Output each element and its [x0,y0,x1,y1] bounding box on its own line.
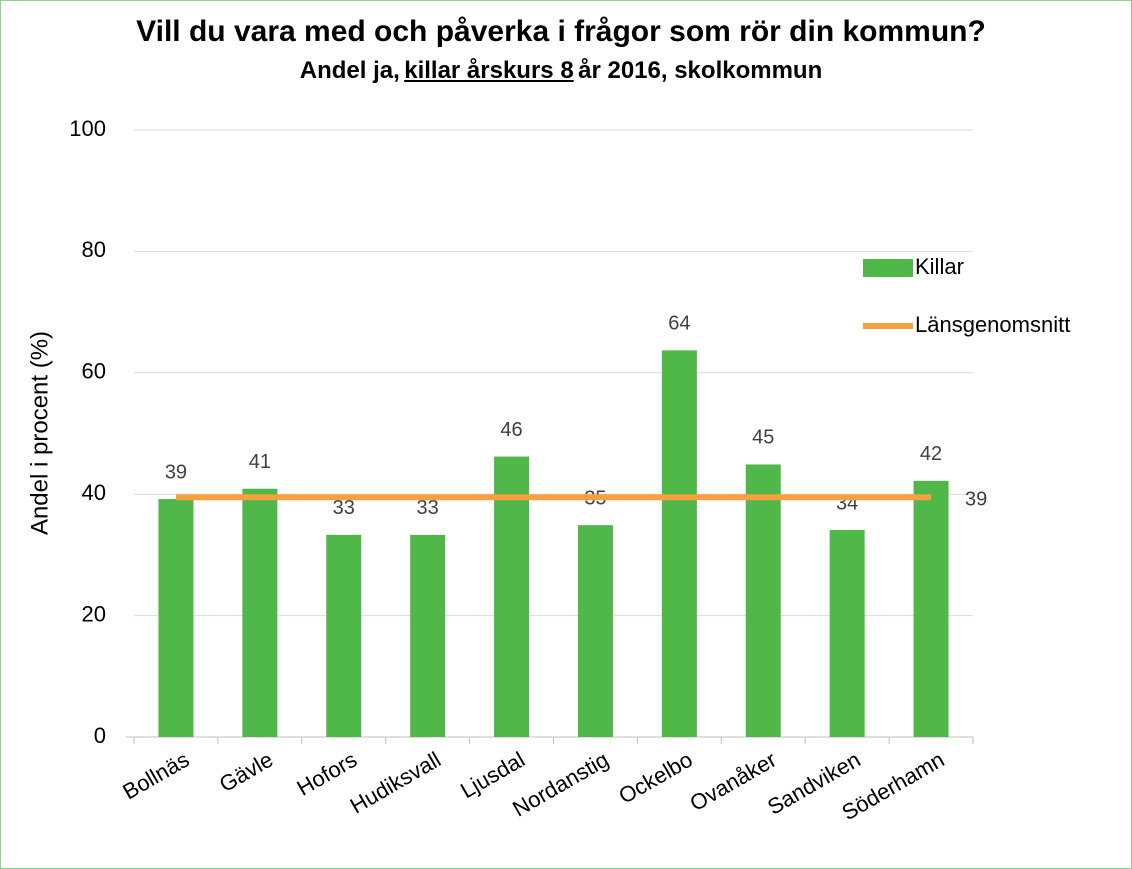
data-label: 42 [920,443,942,465]
y-tick-label: 60 [82,359,106,384]
data-label: 39 [165,461,187,483]
bar [745,464,781,737]
y-tick-label: 20 [82,601,106,626]
x-tick-label: Gävle [215,747,277,797]
bar [494,456,530,737]
subtitle: Andel ja, [299,57,400,84]
bar [410,534,446,737]
y-tick-label: 0 [94,723,106,748]
subtitle: killar årskurs 8 [404,57,574,84]
data-label: 39 [965,489,987,511]
x-tick-label: Nordanstig [508,747,613,822]
y-tick-label: 40 [82,480,106,505]
subtitle: år 2016, skolkommun [578,57,823,84]
bar [913,480,949,737]
y-tick-label: 80 [82,237,106,262]
data-label: 46 [500,419,522,441]
bar [577,525,613,737]
data-label: 33 [333,497,355,519]
x-tick-label: Hofors [293,747,362,801]
data-label: 64 [668,313,690,335]
data-label: 33 [417,497,439,519]
bar [242,488,278,737]
bar [829,530,865,737]
data-label: 41 [249,451,271,473]
bar [661,350,697,737]
chart-title: Vill du vara med och påverka i frågor so… [136,15,986,48]
legend-swatch [863,259,913,277]
bar [158,499,194,737]
legend-label: Länsgenomsnitt [915,312,1070,337]
y-tick-label: 100 [69,116,106,141]
title-block: Vill du vara med och påverka i frågor so… [121,15,1001,91]
x-tick-label: Hudiksvall [346,747,445,819]
bar [326,534,362,737]
y-axis-label: Andel i procent (%) [26,331,53,535]
x-tick-label: Ockelbo [614,747,696,809]
data-label: 45 [752,427,774,449]
legend-label: Killar [915,254,964,279]
x-tick-label: Bollnäs [118,747,193,805]
